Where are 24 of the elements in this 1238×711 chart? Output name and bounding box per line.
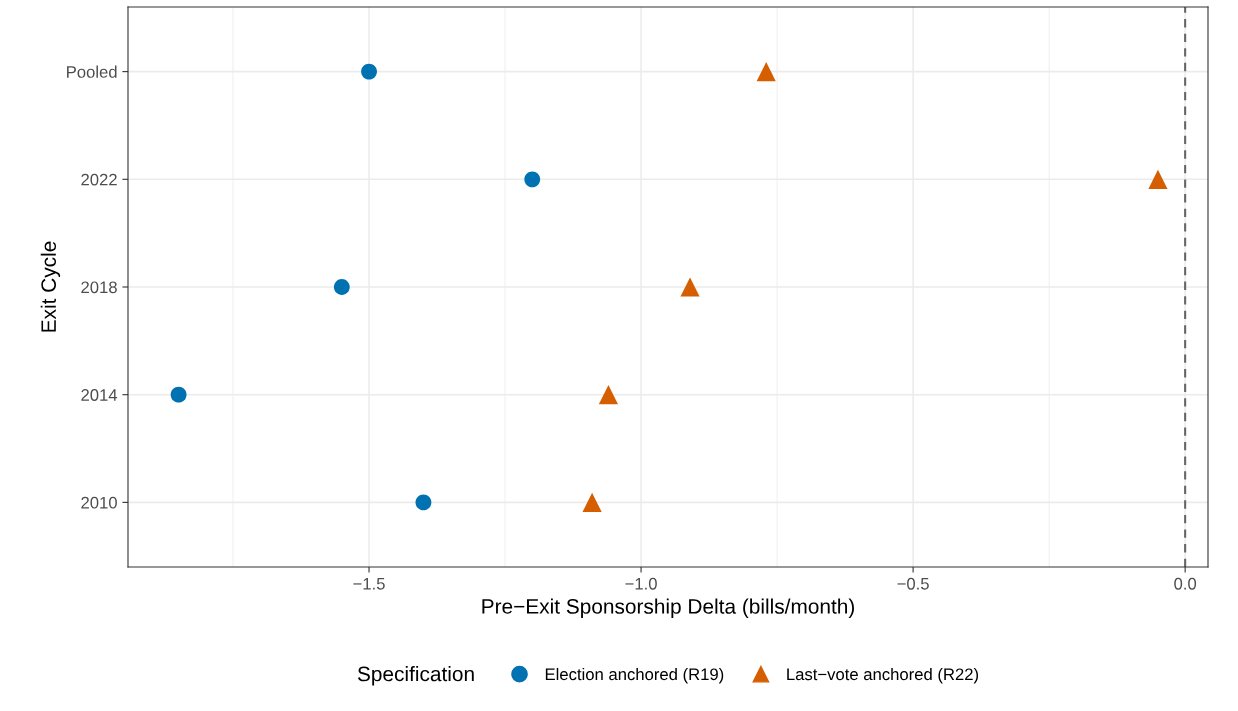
y-tick-label: 2010 [81, 496, 117, 509]
point [598, 385, 618, 405]
x-tick-label: −1.0 [625, 577, 657, 590]
point [524, 171, 541, 188]
legend-label: Election anchored (R19) [545, 667, 724, 684]
point [756, 62, 776, 82]
point [582, 492, 602, 512]
y-axis-title: Exit Cycle [40, 241, 61, 332]
legend-title: Specification [357, 666, 474, 686]
point [170, 386, 187, 403]
point [361, 63, 377, 80]
point [680, 277, 700, 297]
y-tick-label: Pooled [67, 65, 117, 78]
y-tick-label: 2022 [81, 173, 117, 186]
x-axis-title: Pre−Exit Sponsorship Delta (bills/month) [482, 598, 855, 618]
y-tick-label: 2014 [81, 389, 118, 401]
x-tick-label: 0.0 [1174, 577, 1197, 590]
point [1148, 169, 1168, 189]
x-tick-label: −0.5 [897, 577, 929, 590]
y-tick-label: 2018 [81, 281, 117, 294]
legend-label: Last−vote anchored (R22) [787, 667, 979, 684]
x-tick-label: −1.5 [353, 578, 385, 590]
point [333, 279, 350, 295]
point [415, 494, 432, 511]
